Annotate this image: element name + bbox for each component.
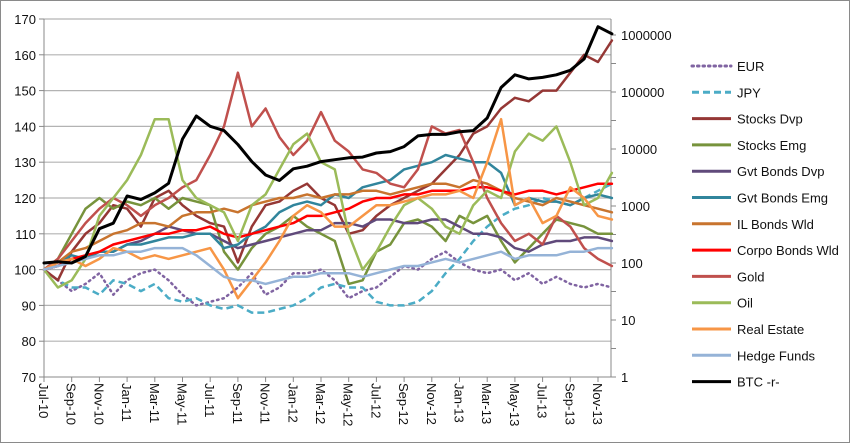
legend-item: Gold	[692, 269, 764, 284]
legend-item: Corpo Bonds Wld	[692, 243, 839, 258]
y-right-tick-label: 1000	[621, 199, 650, 214]
series-line-real-estate	[42, 117, 614, 300]
legend-label: Corpo Bonds Wld	[737, 243, 839, 258]
legend-label: Gold	[737, 269, 764, 284]
y-left-tick-label: 90	[22, 298, 36, 313]
x-tick-label: Sep-11	[230, 383, 245, 424]
legend-item: Hedge Funds	[692, 348, 816, 363]
legend-label: Gvt Bonds Emg	[737, 191, 828, 206]
x-tick-label: May-12	[341, 383, 356, 426]
legend-item: EUR	[690, 59, 764, 74]
y-left-tick-label: 110	[15, 227, 36, 242]
series-line-eur	[42, 250, 614, 307]
y-left-tick-label: 80	[22, 334, 36, 349]
y-left-tick-label: 160	[14, 48, 36, 63]
x-tick-label: Sep-12	[396, 383, 411, 425]
legend-item: Real Estate	[692, 322, 804, 337]
legend-item: IL Bonds Wld	[692, 217, 814, 232]
y-left-tick-label: 170	[14, 12, 36, 27]
y-right-tick-label: 1	[621, 370, 628, 385]
y-right-tick-label: 100000	[621, 85, 664, 100]
x-tick-label: Mar-13	[479, 383, 494, 424]
x-tick-label: Jul-11	[202, 383, 217, 417]
x-tick-label: May-11	[175, 383, 190, 425]
y-left-tick-label: 120	[14, 191, 36, 206]
legend-item: Stocks Emg	[692, 138, 806, 153]
x-tick-label: Nov-13	[590, 383, 605, 425]
legend-item: BTC -r-	[692, 375, 780, 390]
y-right-tick-label: 10	[621, 313, 635, 328]
legend-label: Gvt Bonds Dvp	[737, 164, 824, 179]
x-tick-label: Jan-12	[285, 383, 300, 423]
x-tick-label: Jul-12	[368, 383, 383, 418]
series-line-il-bonds-wld	[42, 178, 614, 271]
legend-label: Stocks Dvp	[737, 112, 803, 127]
legend-label: Stocks Emg	[737, 138, 806, 153]
y-right-tick-label: 10000	[621, 142, 657, 157]
series-line-jpy	[43, 182, 613, 314]
series-line-btc-r	[42, 25, 614, 265]
x-tick-label: Mar-12	[313, 383, 328, 424]
series-line-gold	[42, 71, 614, 271]
legend-label: Real Estate	[737, 322, 804, 337]
x-tick-label: Nov-10	[91, 383, 106, 425]
y-left-tick-label: 140	[14, 119, 36, 134]
legend-label: BTC -r-	[737, 375, 780, 390]
series-line-oil	[42, 117, 614, 289]
legend-item: JPY	[692, 85, 761, 100]
x-tick-label: Sep-13	[562, 383, 577, 425]
x-tick-label: Sep-10	[64, 383, 79, 425]
legend-label: IL Bonds Wld	[737, 217, 814, 232]
y-right-tick-label: 1000000	[621, 28, 672, 43]
legend-label: JPY	[737, 85, 761, 100]
legend-label: Hedge Funds	[737, 348, 816, 363]
legend: EUR JPY Stocks Dvp Stocks Emg Gvt Bonds Dvp G…	[690, 59, 839, 390]
y-left-tick-label: 70	[22, 370, 36, 385]
x-tick-label: Jan-13	[452, 383, 467, 423]
series-line-corpo-bonds-wld	[42, 182, 614, 271]
legend-item: Oil	[692, 296, 753, 311]
y-right-tick-label: 100	[621, 256, 643, 271]
x-tick-label: Mar-11	[147, 383, 162, 423]
legend-label: EUR	[737, 59, 764, 74]
y-left-tick-label: 100	[14, 263, 36, 278]
x-tick-label: May-13	[507, 383, 522, 426]
x-tick-label: Nov-11	[258, 383, 273, 424]
legend-label: Oil	[737, 296, 753, 311]
x-tick-label: Nov-12	[424, 383, 439, 425]
x-tick-label: Jan-11	[119, 383, 134, 422]
x-tick-label: Jul-10	[36, 383, 51, 418]
y-left-tick-label: 130	[14, 155, 36, 170]
series-line-gvt-bonds-dvp	[42, 218, 614, 271]
series-line-hedge-funds	[42, 246, 614, 286]
x-tick-label: Jul-13	[535, 383, 550, 418]
legend-item: Gvt Bonds Emg	[692, 191, 828, 206]
y-left-tick-label: 150	[14, 84, 36, 99]
legend-item: Stocks Dvp	[692, 112, 803, 127]
legend-item: Gvt Bonds Dvp	[692, 164, 824, 179]
series-line-stocks-emg	[42, 196, 614, 286]
